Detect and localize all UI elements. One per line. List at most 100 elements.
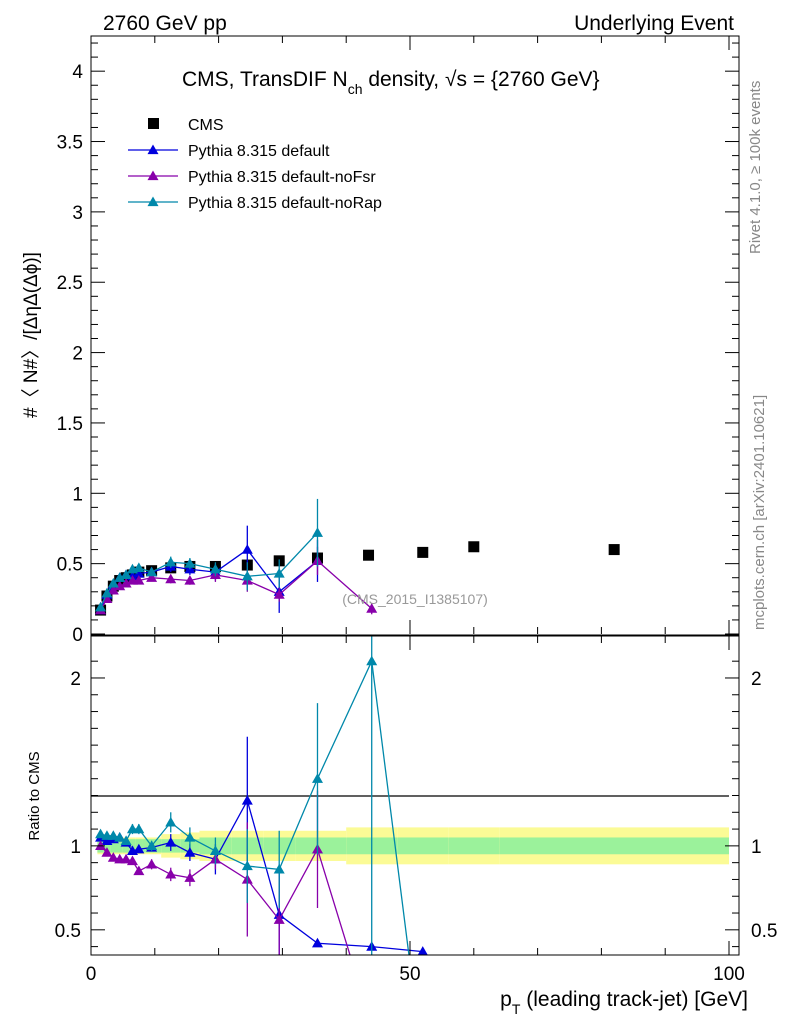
- ratio-point: [107, 830, 119, 840]
- data-point: [133, 575, 145, 585]
- data-point: [114, 580, 126, 591]
- ratio-point: [311, 773, 323, 783]
- data-point: [363, 549, 375, 561]
- main-ytick-label: 3.5: [57, 133, 83, 154]
- ratio-series-clip: [95, 636, 428, 955]
- data-point: [114, 572, 126, 582]
- main-y-axis: [91, 42, 739, 635]
- data-point: [241, 570, 253, 581]
- ratio-point: [165, 816, 177, 827]
- data-point: [273, 567, 285, 578]
- ratio-point: [273, 914, 285, 924]
- data-point: [133, 562, 145, 572]
- band-inner: [116, 839, 123, 853]
- data-point: [107, 584, 119, 595]
- ratio-point: [133, 843, 145, 854]
- main-plot-frame: [90, 35, 740, 636]
- xlabel-rest: (leading track-jet) [GeV]: [520, 988, 748, 1011]
- ratio-point: [417, 946, 428, 955]
- legend-entry: Pythia 8.315 default-noRap: [128, 195, 382, 212]
- ratio-point: [95, 840, 107, 850]
- data-point: [184, 558, 196, 568]
- legend-label: Pythia 8.315 default-noRap: [188, 195, 382, 212]
- ratio-point: [184, 847, 196, 857]
- main-ytick-label: 2: [72, 344, 83, 365]
- ratio-y-label: Ratio to CMS: [26, 751, 43, 840]
- main-series-group: [95, 498, 620, 616]
- ratio-ytick-label-right: 1: [751, 837, 762, 858]
- legend-marker: [147, 170, 159, 181]
- mcplots-label: mcplots.cern.ch [arXiv:2401.10621]: [751, 395, 768, 630]
- data-point: [165, 573, 177, 584]
- band-inner: [499, 837, 729, 855]
- ratio-point: [366, 655, 378, 666]
- data-point: [608, 544, 620, 556]
- title-tail: = {2760 GeV}: [467, 68, 600, 91]
- main-ytick-label: 4: [72, 62, 83, 83]
- ratio-point: [241, 860, 253, 871]
- legend-entry: Pythia 8.315 default-noFsr: [128, 169, 376, 186]
- ratio-point: [241, 795, 253, 805]
- data-point: [133, 567, 145, 578]
- legend-marker: [147, 196, 159, 207]
- ratio-line: [100, 658, 410, 955]
- main-y-tick-labels: 0 0.5 1 1.5 2 2.5 3 3.5 4: [57, 62, 84, 646]
- ratio-point: [120, 853, 132, 864]
- main-ytick-label: 0.5: [57, 555, 83, 576]
- legend: CMS Pythia 8.315 default Pythia 8.315 defa…: [128, 117, 382, 212]
- data-point: [209, 563, 221, 574]
- main-x-axis: [90, 36, 730, 634]
- ratio-ytick-label: 1: [70, 837, 81, 858]
- legend-label: CMS: [188, 117, 224, 134]
- ratio-ytick-label: 2: [70, 669, 81, 690]
- data-point: [95, 601, 107, 612]
- legend-marker: [148, 118, 159, 129]
- rivet-label: Rivet 4.1.0, ≥ 100k events: [747, 81, 764, 254]
- series-pythia-8-315-default-nofsr: [95, 546, 378, 615]
- legend-entry: CMS: [148, 117, 224, 134]
- ratio-ytick-label-right: 2: [751, 669, 762, 690]
- data-point: [311, 527, 323, 537]
- ratio-point: [209, 845, 221, 856]
- data-point: [468, 541, 480, 553]
- ratio-point: [273, 863, 285, 874]
- ratio-panel: 0.5 0.5 1 1 2 2 0 50 100 Ratio to CMS pT (leadi…: [26, 635, 777, 1017]
- ratio-point: [165, 868, 177, 879]
- title-main: CMS, TransDIF N: [182, 68, 348, 91]
- title-rest: density,: [362, 68, 444, 91]
- ratio-point: [311, 937, 323, 948]
- ratio-point: [107, 852, 119, 862]
- ratio-series-group: [95, 636, 428, 955]
- ratio-point: [126, 855, 138, 866]
- ratio-point: [165, 837, 177, 847]
- ratio-point: [133, 823, 145, 834]
- header-right: Underlying Event: [574, 12, 734, 35]
- main-title: CMS, TransDIF Nch density, √s = {2760 Ge…: [182, 68, 600, 97]
- data-point: [146, 566, 158, 577]
- ratio-point: [146, 858, 158, 869]
- data-point: [120, 577, 132, 588]
- ratio-point: [146, 840, 158, 850]
- data-point: [107, 577, 119, 588]
- ratio-point: [101, 847, 113, 857]
- band-inner: [448, 837, 500, 855]
- xtick-label: 50: [399, 964, 420, 985]
- xtick-label: 100: [713, 964, 745, 985]
- x-axis-label: pT (leading track-jet) [GeV]: [500, 988, 748, 1017]
- legend-marker: [147, 144, 159, 155]
- data-point: [417, 546, 429, 558]
- ratio-x-axis: 0 50 100: [86, 636, 745, 985]
- ratio-uncertainty-band: [97, 827, 729, 865]
- ratio-point: [184, 872, 196, 882]
- ratio-point: [95, 828, 107, 839]
- data-point: [184, 575, 196, 585]
- xtick-label: 0: [86, 964, 97, 985]
- main-ytick-label: 3: [72, 203, 83, 224]
- main-y-label: #〈 N#〉/[ΔηΔ(Δϕ)]: [20, 252, 42, 418]
- band-inner: [397, 837, 449, 855]
- legend-entry: Pythia 8.315 default: [128, 143, 330, 160]
- xlabel-sub: T: [512, 1001, 521, 1017]
- ratio-ytick-label-right: 0.5: [751, 921, 777, 942]
- data-point: [165, 556, 177, 567]
- xlabel-main: p: [500, 988, 512, 1011]
